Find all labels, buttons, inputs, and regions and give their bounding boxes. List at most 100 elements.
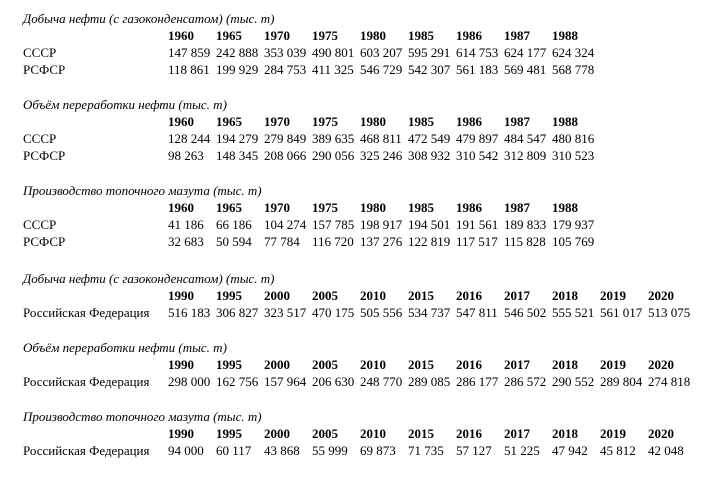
year-header: 1986 xyxy=(456,114,482,129)
value-cell: 595 291 xyxy=(408,45,451,60)
year-header: 2017 xyxy=(504,426,530,441)
row-label: РСФСР xyxy=(23,148,66,163)
row-label: Российская Федерация xyxy=(23,443,150,458)
value-cell: 157 964 xyxy=(264,374,307,389)
year-header: 2019 xyxy=(600,288,626,303)
year-header: 1995 xyxy=(216,288,242,303)
value-cell: 208 066 xyxy=(264,148,307,163)
value-cell: 199 929 xyxy=(216,62,259,77)
value-cell: 147 859 xyxy=(168,45,211,60)
value-cell: 561 017 xyxy=(600,305,643,320)
value-cell: 290 056 xyxy=(312,148,355,163)
year-header: 2019 xyxy=(600,426,626,441)
value-cell: 69 873 xyxy=(360,443,396,458)
year-header: 1986 xyxy=(456,28,482,43)
row-label: Российская Федерация xyxy=(23,305,150,320)
value-cell: 561 183 xyxy=(456,62,499,77)
value-cell: 248 770 xyxy=(360,374,403,389)
value-cell: 194 501 xyxy=(408,217,451,232)
year-header: 1986 xyxy=(456,200,482,215)
table-head: 1990 1995 2000 2005 2010 2015 2016 2017 2018 2019… xyxy=(23,287,696,304)
table-row: РСФСР 118 861 199 929 284 753 411 325 546 729… xyxy=(23,61,600,78)
value-cell: 513 075 xyxy=(648,305,691,320)
table-row: Российская Федерация 94 000 60 117 43 868 55… xyxy=(23,442,696,459)
value-cell: 624 324 xyxy=(552,45,595,60)
table-body: Российская Федерация 298 000 162 756 157 96… xyxy=(23,373,696,390)
year-header: 1980 xyxy=(360,114,386,129)
value-cell: 312 809 xyxy=(504,148,547,163)
year-header: 1975 xyxy=(312,28,338,43)
table-head: 1960 1965 1970 1975 1980 1985 1986 1987 1988 xyxy=(23,113,600,130)
value-cell: 411 325 xyxy=(312,62,354,77)
data-table: 1960 1965 1970 1975 1980 1985 1986 1987 1988 СССР… xyxy=(23,199,600,250)
value-cell: 32 683 xyxy=(168,234,204,249)
year-header: 2010 xyxy=(360,426,386,441)
value-cell: 198 917 xyxy=(360,217,403,232)
value-cell: 389 635 xyxy=(312,131,355,146)
year-header: 1975 xyxy=(312,114,338,129)
year-header: 1988 xyxy=(552,28,578,43)
table-title: Объём переработки нефти (тыс. т) xyxy=(23,340,227,355)
value-cell: 105 769 xyxy=(552,234,595,249)
value-cell: 191 561 xyxy=(456,217,499,232)
value-cell: 490 801 xyxy=(312,45,355,60)
empty-corner-cell xyxy=(23,287,168,304)
value-cell: 547 811 xyxy=(456,305,498,320)
year-header: 1980 xyxy=(360,28,386,43)
year-header: 1965 xyxy=(216,114,242,129)
value-cell: 306 827 xyxy=(216,305,259,320)
value-cell: 310 542 xyxy=(456,148,499,163)
value-cell: 104 274 xyxy=(264,217,307,232)
row-label: РСФСР xyxy=(23,62,66,77)
data-table: 1990 1995 2000 2005 2010 2015 2016 2017 2018 2019… xyxy=(23,287,696,321)
table-body: СССР 128 244 194 279 279 849 389 635 468 811 4… xyxy=(23,130,600,164)
value-cell: 162 756 xyxy=(216,374,259,389)
value-cell: 286 572 xyxy=(504,374,547,389)
year-header: 2016 xyxy=(456,426,482,441)
data-table: 1960 1965 1970 1975 1980 1985 1986 1987 1988 СССР… xyxy=(23,27,600,78)
year-header: 1995 xyxy=(216,426,242,441)
value-cell: 60 117 xyxy=(216,443,252,458)
year-header: 2015 xyxy=(408,357,434,372)
value-cell: 286 177 xyxy=(456,374,499,389)
table-title: Производство топочного мазута (тыс. т) xyxy=(23,183,262,198)
year-header: 2017 xyxy=(504,288,530,303)
table-row: СССР 147 859 242 888 353 039 490 801 603 207 5… xyxy=(23,44,600,61)
table-head: 1960 1965 1970 1975 1980 1985 1986 1987 1988 xyxy=(23,199,600,216)
value-cell: 284 753 xyxy=(264,62,307,77)
year-header: 1990 xyxy=(168,357,194,372)
table-body: Российская Федерация 94 000 60 117 43 868 55… xyxy=(23,442,696,459)
value-cell: 206 630 xyxy=(312,374,355,389)
year-header: 1987 xyxy=(504,28,530,43)
year-header: 2000 xyxy=(264,426,290,441)
year-header: 1960 xyxy=(168,28,194,43)
value-cell: 308 932 xyxy=(408,148,451,163)
value-cell: 505 556 xyxy=(360,305,403,320)
value-cell: 57 127 xyxy=(456,443,492,458)
value-cell: 323 517 xyxy=(264,305,307,320)
year-header: 2005 xyxy=(312,426,338,441)
table-title: Добыча нефти (с газоконденсатом) (тыс. т… xyxy=(23,271,275,286)
table-body: СССР 41 186 66 186 104 274 157 785 198 917 194… xyxy=(23,216,600,250)
year-header-row: 1960 1965 1970 1975 1980 1985 1986 1987 1988 xyxy=(23,27,600,44)
value-cell: 546 729 xyxy=(360,62,403,77)
table-section: Объём переработки нефти (тыс. т) 1990 1995… xyxy=(23,339,701,390)
value-cell: 290 552 xyxy=(552,374,595,389)
year-header: 2017 xyxy=(504,357,530,372)
year-header: 1985 xyxy=(408,200,434,215)
value-cell: 55 999 xyxy=(312,443,348,458)
value-cell: 479 897 xyxy=(456,131,499,146)
value-cell: 472 549 xyxy=(408,131,451,146)
value-cell: 274 818 xyxy=(648,374,691,389)
year-header: 2016 xyxy=(456,288,482,303)
value-cell: 242 888 xyxy=(216,45,259,60)
empty-corner-cell xyxy=(23,113,168,130)
table-title: Объём переработки нефти (тыс. т) xyxy=(23,97,227,112)
year-header: 2019 xyxy=(600,357,626,372)
value-cell: 614 753 xyxy=(456,45,499,60)
table-body: Российская Федерация 516 183 306 827 323 51… xyxy=(23,304,696,321)
year-header: 1995 xyxy=(216,357,242,372)
year-header: 2020 xyxy=(648,288,674,303)
table-head: 1990 1995 2000 2005 2010 2015 2016 2017 2018 2019… xyxy=(23,425,696,442)
year-header-row: 1960 1965 1970 1975 1980 1985 1986 1987 1988 xyxy=(23,199,600,216)
